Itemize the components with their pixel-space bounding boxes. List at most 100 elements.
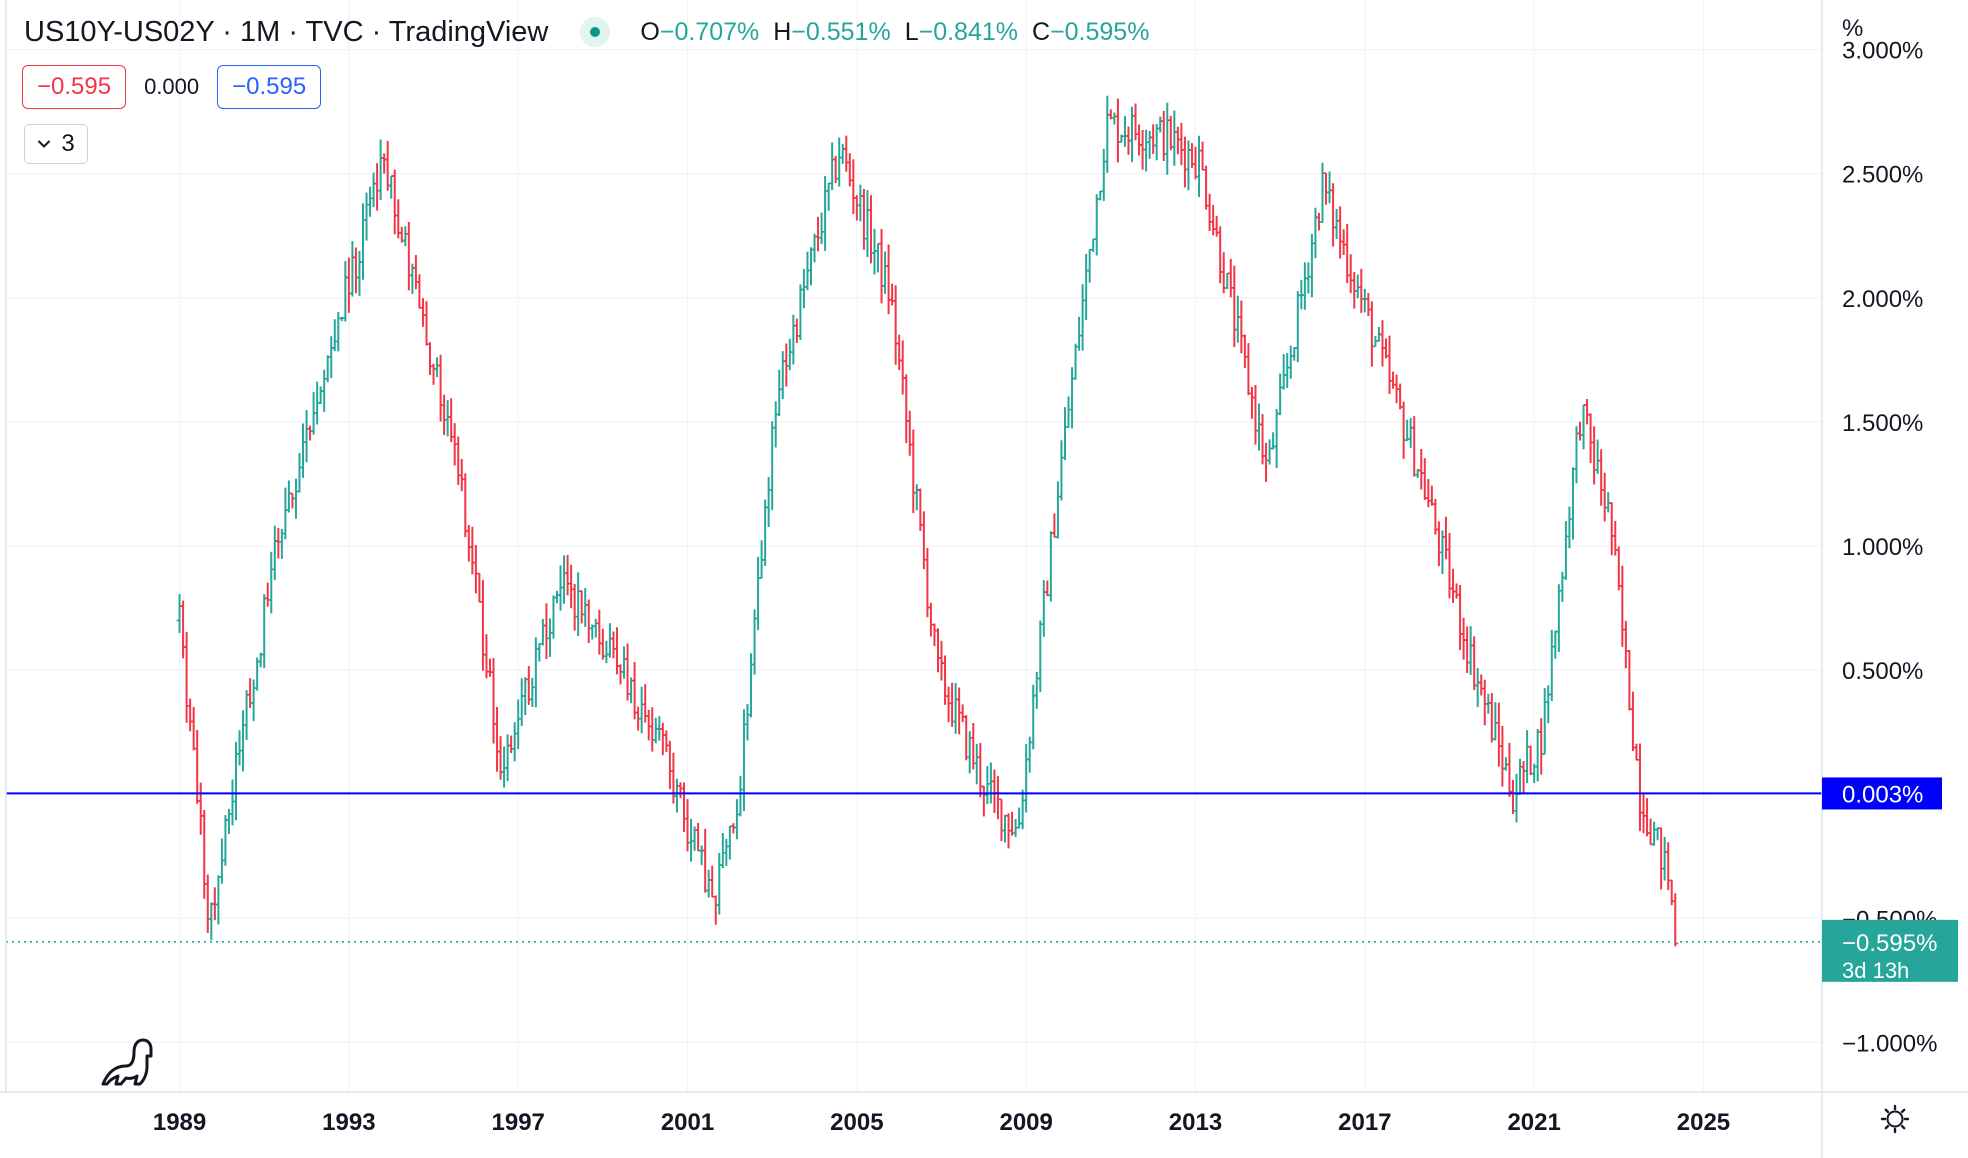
- ohlc-bar: [1203, 165, 1210, 210]
- ohlc-bar: [254, 657, 261, 691]
- ohlc-bar: [1566, 506, 1573, 549]
- ohlc-bar: [723, 838, 730, 867]
- ohlc-bar: [183, 631, 190, 723]
- chevron-down-icon: [38, 140, 51, 148]
- sell-value-button[interactable]: −0.595: [22, 65, 127, 109]
- ohlc-bar: [1030, 684, 1037, 750]
- ohlc-bar: [1263, 442, 1270, 482]
- ohlc-bar: [892, 285, 899, 365]
- ohlc-bar: [303, 410, 310, 463]
- ohlc-close: C−0.595%: [1032, 18, 1149, 47]
- ohlc-bar: [903, 374, 910, 443]
- ohlc-bar: [765, 477, 772, 527]
- ohlc-bar: [860, 188, 867, 250]
- ohlc-bar: [1559, 571, 1566, 602]
- ohlc-bar: [606, 623, 613, 658]
- market-status-dot[interactable]: [580, 17, 611, 47]
- ohlc-bar: [197, 782, 204, 835]
- ohlc-bar: [321, 369, 328, 412]
- ohlc-bar: [243, 690, 250, 740]
- ohlc-bar: [1615, 546, 1622, 591]
- ohlc-bar: [1273, 408, 1280, 469]
- ohlc-bar: [1527, 745, 1534, 776]
- ohlc-bar: [963, 715, 970, 761]
- ohlc-bar: [822, 175, 829, 251]
- ohlc-bar: [1185, 140, 1192, 191]
- ohlc-bar: [1227, 258, 1234, 298]
- ohlc-bar: [529, 677, 536, 708]
- ohlc-bar: [938, 640, 945, 681]
- ohlc-bar: [1569, 467, 1576, 540]
- ohlc-bar: [1425, 479, 1432, 508]
- ohlc-bar: [1224, 272, 1231, 290]
- ohlc-bar: [1552, 630, 1559, 659]
- ohlc-bar: [1580, 404, 1587, 450]
- ohlc-bar: [1326, 171, 1333, 204]
- ohlc-bar: [1090, 238, 1097, 253]
- ohlc-bar: [790, 314, 797, 365]
- ohlc-bar: [187, 698, 194, 732]
- ohlc-bar: [1538, 718, 1545, 775]
- ohlc-bar: [1358, 268, 1365, 313]
- ohlc-bar: [807, 247, 814, 286]
- tradingview-logo-icon[interactable]: [100, 1036, 154, 1088]
- ohlc-bar: [469, 526, 476, 575]
- ohlc-bar: [296, 453, 303, 493]
- time-axis-label: 2001: [661, 1109, 714, 1136]
- ohlc-bar: [494, 707, 501, 772]
- ohlc-bar: [1513, 773, 1520, 823]
- ohlc-bar: [1174, 126, 1181, 155]
- ohlc-bar: [1573, 426, 1580, 484]
- ohlc-bar: [712, 895, 719, 925]
- time-axis-label: 2005: [830, 1109, 883, 1136]
- ohlc-bar: [1019, 789, 1026, 830]
- ohlc-bar: [225, 808, 232, 834]
- ohlc-bar: [716, 852, 723, 915]
- ohlc-bar: [1368, 301, 1375, 367]
- ohlc-bar: [1481, 679, 1488, 726]
- ohlc-bar: [1672, 893, 1679, 947]
- ohlc-bar: [762, 499, 769, 567]
- ohlc-bar: [419, 298, 426, 327]
- ohlc-bar: [1206, 193, 1213, 231]
- ohlc-bar: [853, 195, 860, 221]
- ohlc-bar: [991, 769, 998, 813]
- ohlc-bar: [511, 722, 518, 762]
- ohlc-bar: [681, 782, 688, 832]
- ohlc-bar: [1301, 262, 1308, 310]
- ohlc-bar: [1555, 584, 1562, 653]
- ohlc-bar: [1287, 345, 1294, 379]
- ohlc-bar: [434, 357, 441, 378]
- ohlc-bar: [959, 704, 966, 723]
- ohlc-bar: [1277, 373, 1284, 416]
- price-axis-label: 0.500%: [1842, 658, 1923, 685]
- ohlc-bar: [1167, 115, 1174, 151]
- ohlc-bar: [285, 480, 292, 513]
- ohlc-bar: [444, 400, 451, 437]
- ohlc-bar: [476, 572, 483, 603]
- ohlc-bar: [793, 318, 800, 343]
- ohlc-bar: [1051, 513, 1058, 538]
- time-axis-label: 2021: [1507, 1109, 1560, 1136]
- ohlc-bar: [585, 599, 592, 643]
- buy-value-button[interactable]: −0.595: [217, 65, 322, 109]
- ohlc-bar: [1238, 300, 1245, 354]
- price-axis-unit: %: [1842, 15, 1863, 42]
- ohlc-bar: [532, 637, 539, 708]
- ohlc-bar: [381, 153, 388, 174]
- settings-icon[interactable]: [1880, 1104, 1910, 1134]
- ohlc-bar: [264, 582, 271, 607]
- ohlc-low-key: L: [904, 17, 919, 46]
- ohlc-bar: [1464, 626, 1471, 673]
- ohlc-bar: [176, 594, 183, 634]
- ohlc-bar: [1524, 730, 1531, 784]
- ohlc-bar: [1390, 371, 1397, 389]
- ohlc-bar: [1640, 792, 1647, 834]
- indicators-collapse-button[interactable]: 3: [24, 124, 88, 164]
- ohlc-bar: [342, 261, 349, 322]
- ohlc-bar: [1548, 629, 1555, 701]
- ohlc-bar: [1093, 194, 1100, 256]
- symbol-title[interactable]: US10Y-US02Y · 1M · TVC · TradingView: [24, 15, 549, 48]
- ohlc-bar: [441, 394, 448, 436]
